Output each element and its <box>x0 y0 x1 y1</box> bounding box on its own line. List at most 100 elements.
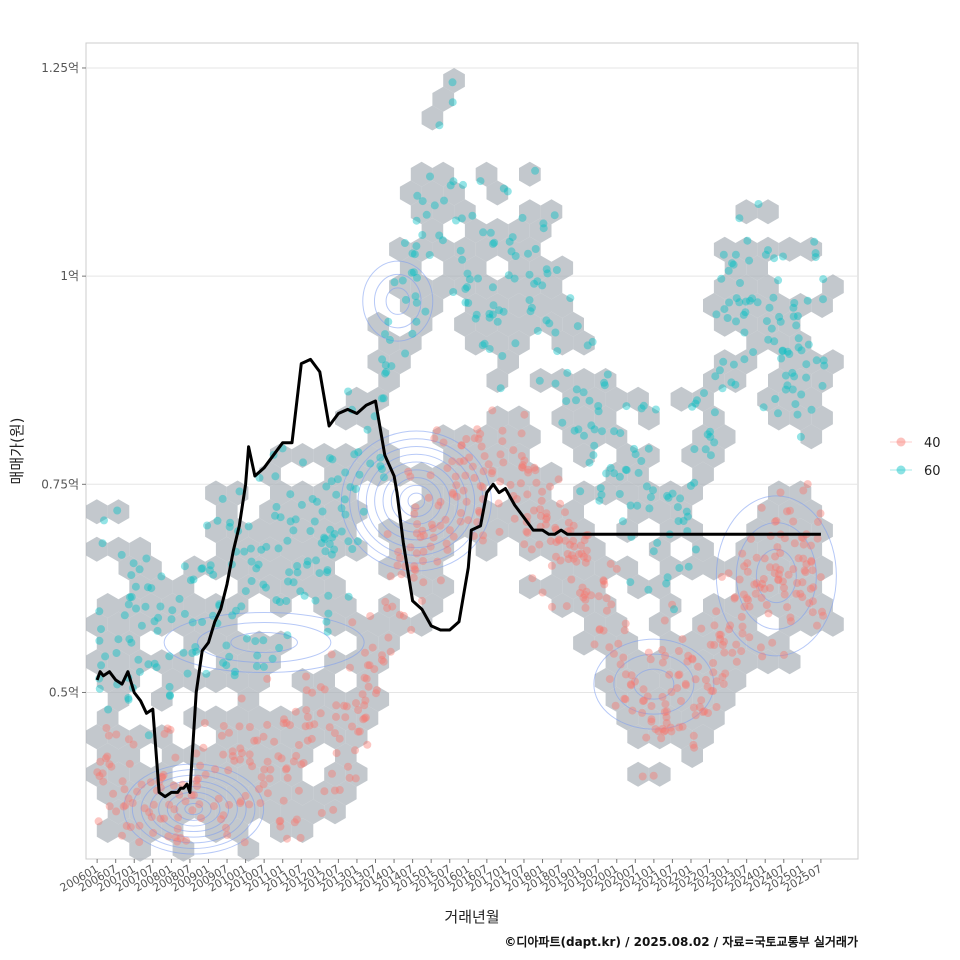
point-40 <box>701 675 710 684</box>
point-40 <box>568 551 576 560</box>
point-40 <box>223 831 232 839</box>
point-40 <box>570 542 579 551</box>
point-40 <box>688 654 697 663</box>
hex-bin <box>161 593 184 618</box>
point-40 <box>354 706 363 714</box>
density-contour <box>613 653 695 715</box>
point-40 <box>654 727 663 736</box>
hex-bin <box>356 705 379 731</box>
point-60 <box>291 515 300 524</box>
point-40 <box>129 740 138 749</box>
point-40 <box>548 602 556 611</box>
point-40 <box>241 791 250 800</box>
point-60 <box>807 405 816 414</box>
point-40 <box>518 463 527 472</box>
point-40 <box>122 821 131 830</box>
point-60 <box>327 550 336 559</box>
hex-bin <box>421 480 444 506</box>
hex-bin <box>464 443 487 468</box>
point-40 <box>577 549 586 558</box>
point-60 <box>626 578 635 587</box>
hex-bin <box>205 518 227 543</box>
point-60 <box>690 445 699 454</box>
point-40 <box>452 481 461 490</box>
point-40 <box>263 789 272 798</box>
point-60 <box>183 669 192 678</box>
point-40 <box>429 533 438 542</box>
hex-bin <box>724 255 747 281</box>
point-40 <box>706 640 715 649</box>
hex-bin <box>681 705 703 731</box>
hex-bin <box>757 274 779 300</box>
hex-bin <box>540 536 563 562</box>
hex-bin <box>519 574 541 600</box>
point-60 <box>663 573 672 582</box>
point-60 <box>600 381 609 390</box>
hex-bin <box>486 518 509 543</box>
hex-bin <box>345 724 368 750</box>
hex-bin <box>508 443 530 468</box>
point-60 <box>518 213 527 222</box>
hex-bin <box>151 611 173 637</box>
point-60 <box>186 576 195 585</box>
hex-bin <box>605 611 628 637</box>
point-40 <box>452 492 461 501</box>
point-60 <box>682 507 691 516</box>
point-40 <box>342 702 351 711</box>
point-40 <box>279 719 288 728</box>
point-40 <box>520 410 529 419</box>
point-40 <box>448 488 457 497</box>
point-40 <box>320 787 329 796</box>
point-60 <box>303 560 312 569</box>
point-40 <box>506 480 515 489</box>
hex-bin <box>735 349 758 375</box>
hex-bin <box>692 611 714 637</box>
point-60 <box>574 425 583 434</box>
point-60 <box>321 547 330 556</box>
point-40 <box>112 730 121 739</box>
point-40 <box>406 472 415 481</box>
hex-bin <box>291 818 314 843</box>
point-40 <box>341 713 350 722</box>
hex-bin <box>692 536 714 562</box>
point-40 <box>302 686 311 695</box>
point-40 <box>768 638 777 647</box>
point-40 <box>792 589 801 598</box>
point-40 <box>416 533 425 542</box>
hex-bin <box>96 743 119 768</box>
point-40 <box>535 540 544 549</box>
point-40 <box>566 540 574 549</box>
point-40 <box>432 426 441 435</box>
point-40 <box>240 838 249 847</box>
point-60 <box>642 482 651 491</box>
point-40 <box>259 732 268 741</box>
hex-bin <box>573 368 595 393</box>
point-40 <box>160 729 169 738</box>
hex-bin <box>367 686 390 712</box>
point-60 <box>154 613 163 622</box>
point-40 <box>738 549 747 558</box>
hex-bin <box>584 424 606 450</box>
point-40 <box>638 708 647 717</box>
hex-bin <box>486 293 509 318</box>
point-40 <box>718 673 727 681</box>
point-40 <box>574 550 583 559</box>
point-40 <box>159 770 168 779</box>
hex-bin <box>692 461 714 487</box>
hex-bin <box>118 593 141 618</box>
point-60 <box>180 609 189 618</box>
point-60 <box>510 274 519 283</box>
point-60 <box>401 349 410 358</box>
hex-bin <box>432 274 455 300</box>
point-40 <box>661 726 670 735</box>
point-40 <box>135 821 144 830</box>
hex-bin <box>681 668 703 693</box>
hex-bin <box>778 611 801 637</box>
point-40 <box>760 554 769 563</box>
point-40 <box>332 701 341 710</box>
point-40 <box>189 791 198 800</box>
point-60 <box>531 245 540 253</box>
point-40 <box>576 588 584 597</box>
hex-bin <box>811 593 833 618</box>
point-60 <box>413 191 422 200</box>
